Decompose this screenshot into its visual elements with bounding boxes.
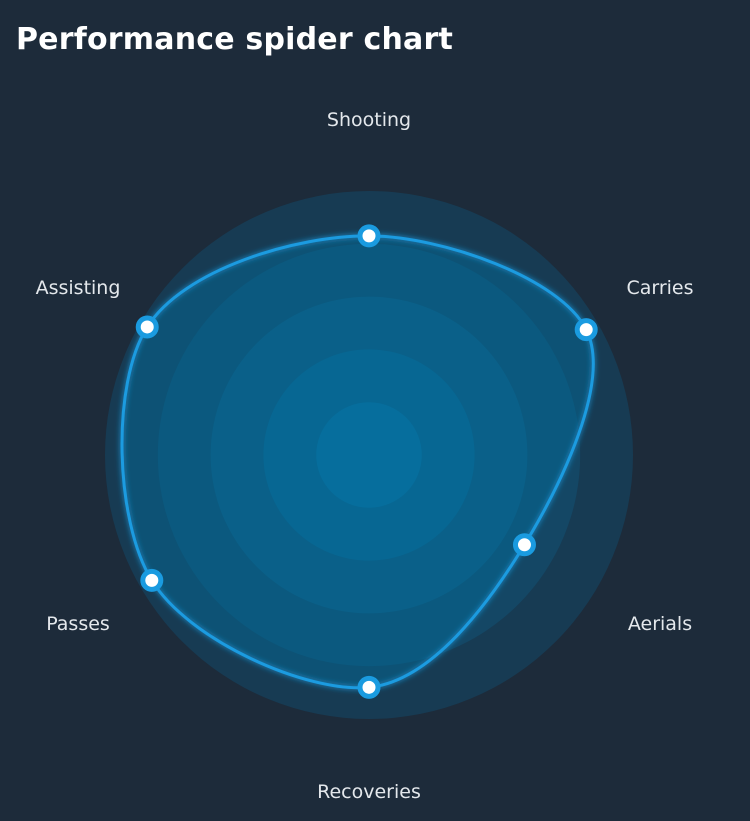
data-point-assisting[interactable] (135, 315, 159, 339)
data-point-aerials[interactable] (512, 533, 536, 557)
axis-label-aerials: Aerials (628, 613, 692, 635)
data-point-carries[interactable] (574, 318, 598, 342)
axis-label-assisting: Assisting (36, 277, 121, 299)
axis-label-carries: Carries (626, 277, 693, 299)
axis-label-recoveries: Recoveries (317, 781, 421, 803)
data-point-recoveries[interactable] (357, 675, 381, 699)
axis-label-shooting: Shooting (327, 109, 411, 131)
axis-label-passes: Passes (46, 613, 110, 635)
data-point-shooting[interactable] (357, 224, 381, 248)
data-point-passes[interactable] (140, 568, 164, 592)
chart-title: Performance spider chart (16, 22, 454, 57)
